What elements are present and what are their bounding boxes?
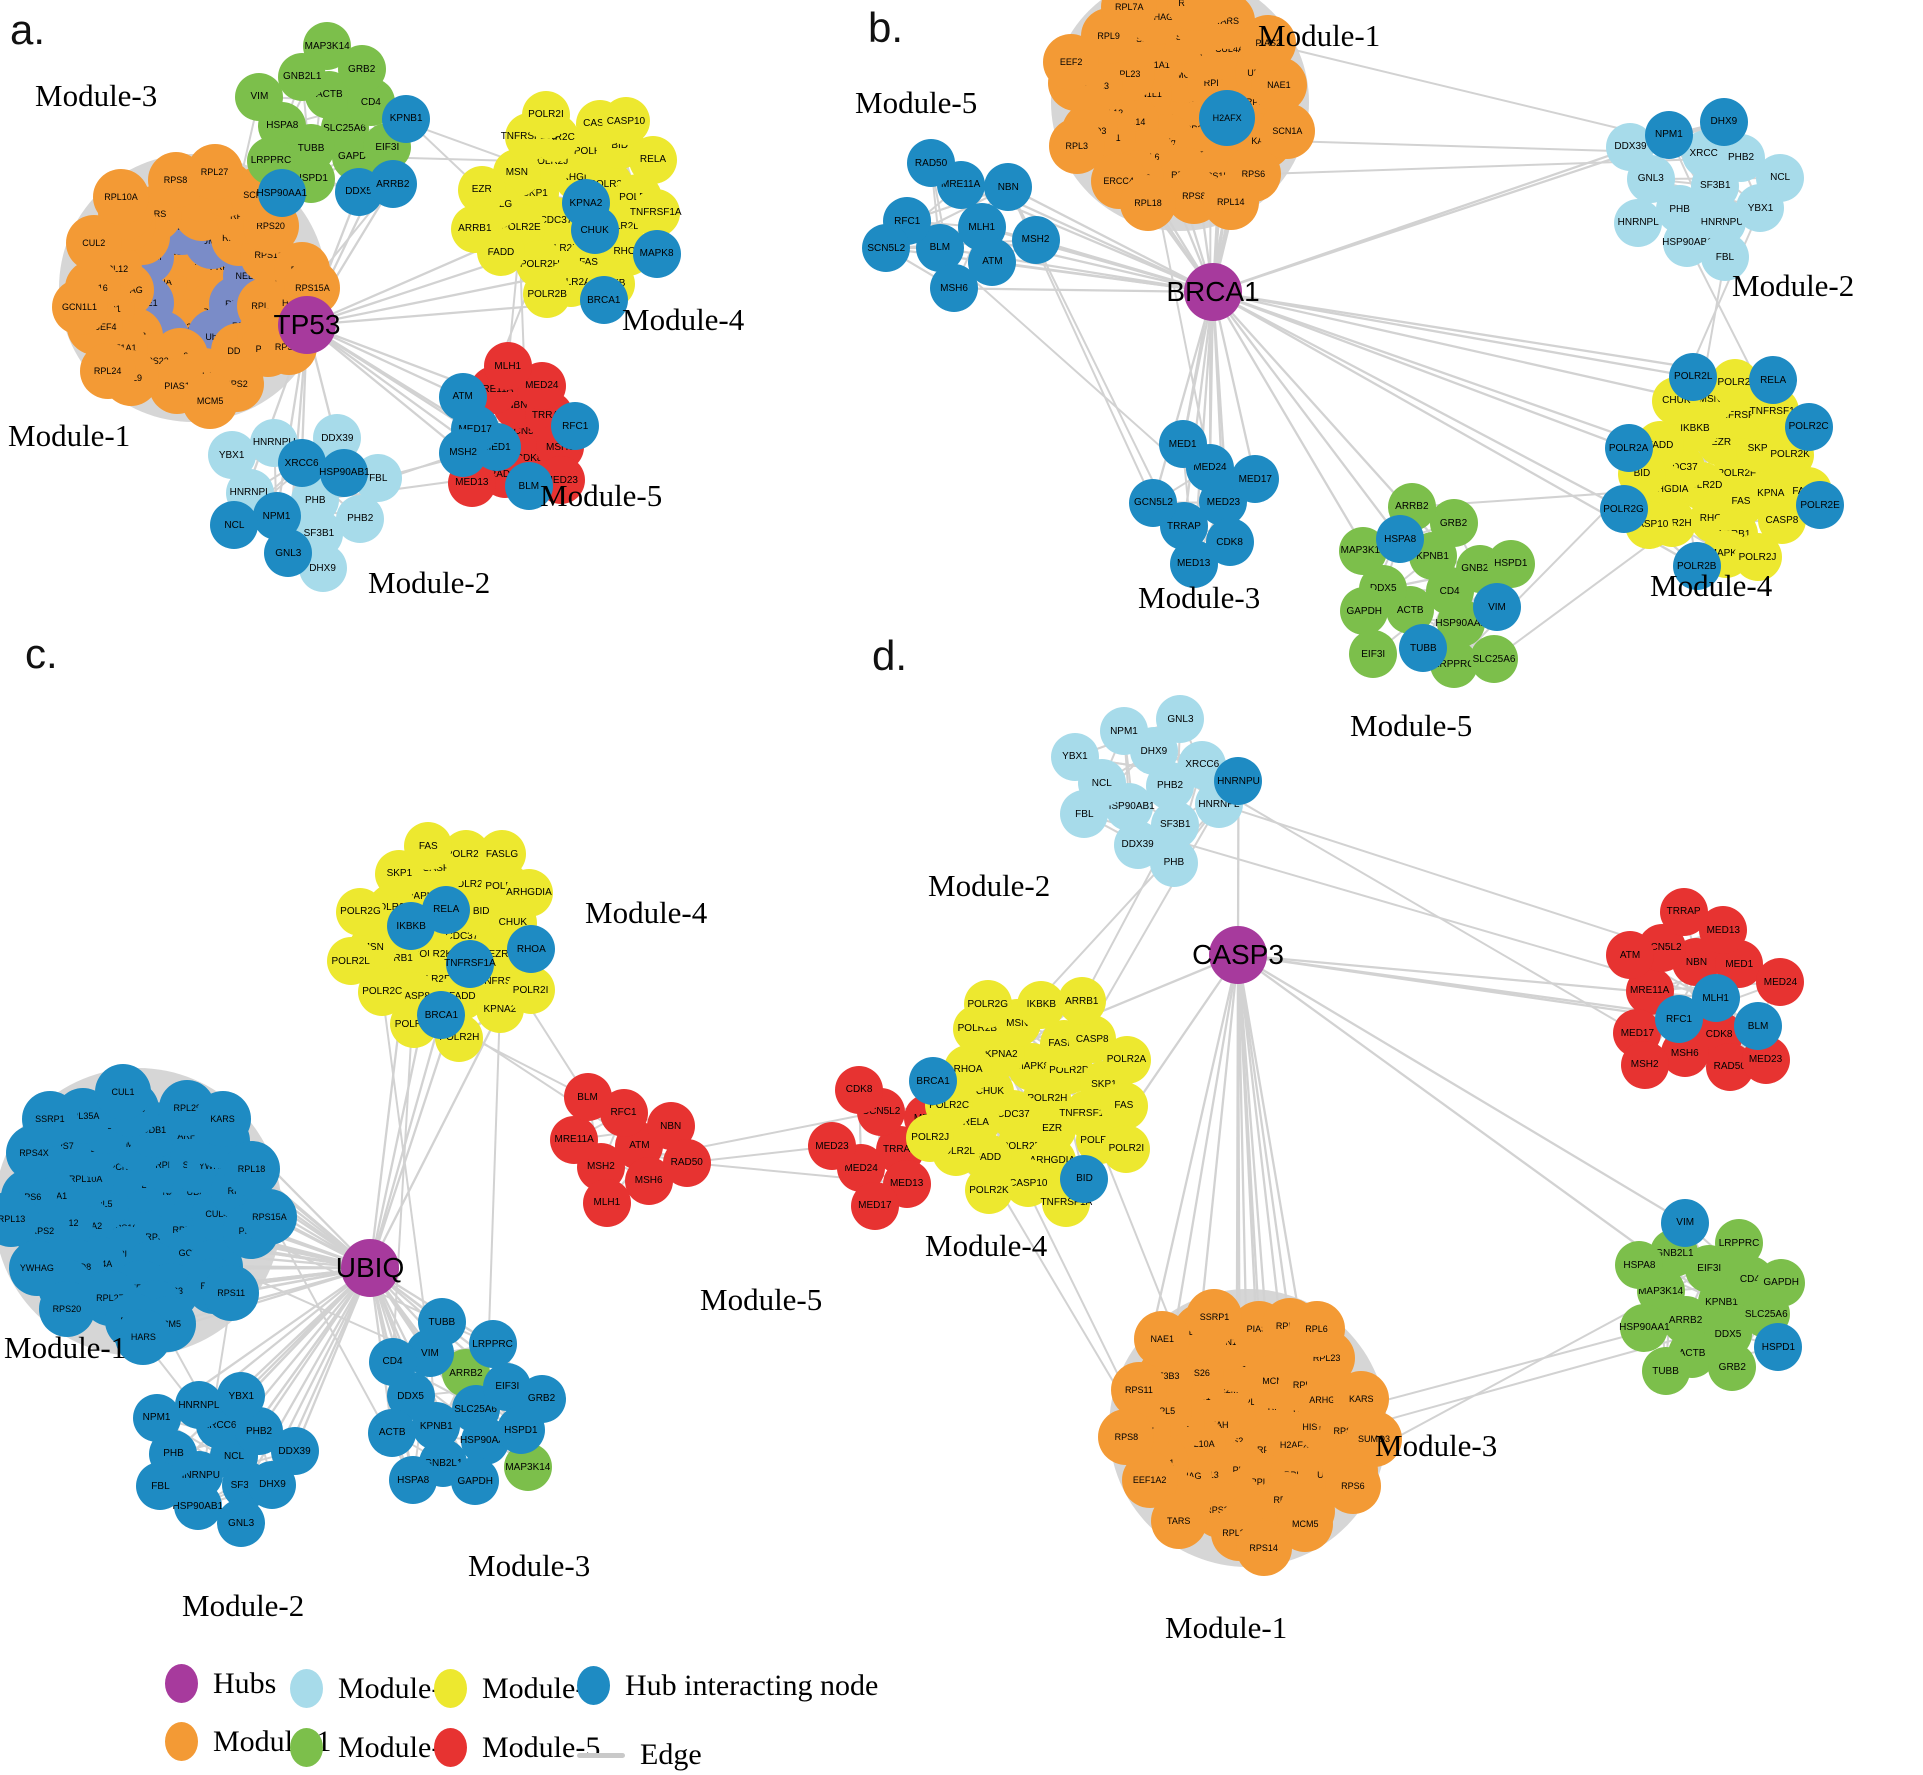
legend-item-module-4: Module-4 (434, 1669, 600, 1708)
module-label-b-module-3: Module-3 (1138, 580, 1261, 615)
panel-letter-c: c. (25, 630, 58, 677)
legend-label-hub-interacting: Hub interacting node (625, 1668, 879, 1702)
module3-swatch (290, 1728, 323, 1767)
module-label-a-module-3: Module-3 (35, 78, 158, 113)
module-label-a-module-4: Module-4 (622, 302, 745, 337)
node-pias2[interactable]: PIAS2 (1240, 14, 1297, 71)
module-label-b-module-5: Module-5 (855, 85, 978, 120)
edge (1007, 185, 1214, 294)
node-phb2[interactable]: PHB2 (336, 494, 385, 543)
module-label-b-module-4: Module-4 (1650, 568, 1773, 603)
node-kpnb1[interactable]: KPNB1 (382, 94, 431, 143)
module-label-a-module-2: Module-2 (368, 565, 491, 600)
module4-swatch (434, 1669, 467, 1708)
edge (1212, 290, 1694, 379)
hub-interacting-swatch (577, 1666, 610, 1705)
legend-item-hub-interacting-node: Hub interacting node (577, 1666, 878, 1705)
module-label-c-module-2: Module-2 (182, 1588, 305, 1623)
edge (306, 324, 464, 454)
edge (1212, 290, 1625, 511)
module-label-b-module-2: Module-2 (1732, 268, 1855, 303)
edge (1212, 290, 1629, 450)
edge (381, 991, 431, 1354)
edge (1211, 291, 1257, 480)
module1-swatch (165, 1722, 198, 1761)
hub-swatch (165, 1664, 198, 1703)
legend-item-hubs: Hubs (165, 1664, 276, 1703)
edge (1152, 291, 1215, 504)
edge (1235, 954, 1240, 1364)
legend-item-module-5: Module-5 (434, 1728, 600, 1767)
node-vim[interactable]: VIM (1472, 583, 1521, 632)
edge (1212, 291, 1402, 541)
edge (1236, 954, 1261, 1330)
legend-label-edge: Edge (640, 1738, 702, 1771)
legend-item-module-3: Module-3 (290, 1728, 456, 1767)
edge (368, 1015, 443, 1269)
edge (240, 1267, 371, 1397)
legend-item-edge: Edge (577, 1738, 702, 1772)
edge (1208, 291, 1215, 468)
module5-swatch (434, 1728, 467, 1767)
panel-letter-b: b. (868, 4, 904, 51)
module-label-b-module-1: Module-1 (1258, 18, 1381, 53)
module-label-a-module-5: Module-5 (540, 478, 663, 513)
edge (686, 1145, 833, 1164)
node-scn5l2[interactable]: SCN5L2 (862, 224, 911, 273)
module-label-a-module-1: Module-1 (8, 418, 131, 453)
edge (1237, 954, 1686, 1224)
legend-label-hubs: Hubs (213, 1666, 277, 1700)
edge (954, 287, 1214, 294)
legend-item-module-2: Module-2 (290, 1669, 456, 1708)
edge (1182, 291, 1215, 527)
node-rad50[interactable]: RAD50 (907, 139, 956, 188)
edge (1218, 803, 1663, 949)
node-cul2[interactable]: CUL2 (65, 215, 122, 272)
edge (1236, 954, 1270, 1351)
edge-swatch (577, 1752, 625, 1758)
edge (1035, 238, 1214, 294)
panel-letter-a: a. (10, 6, 46, 53)
module2-swatch (290, 1669, 323, 1708)
edge (293, 1267, 372, 1452)
edge (1236, 954, 1292, 1327)
